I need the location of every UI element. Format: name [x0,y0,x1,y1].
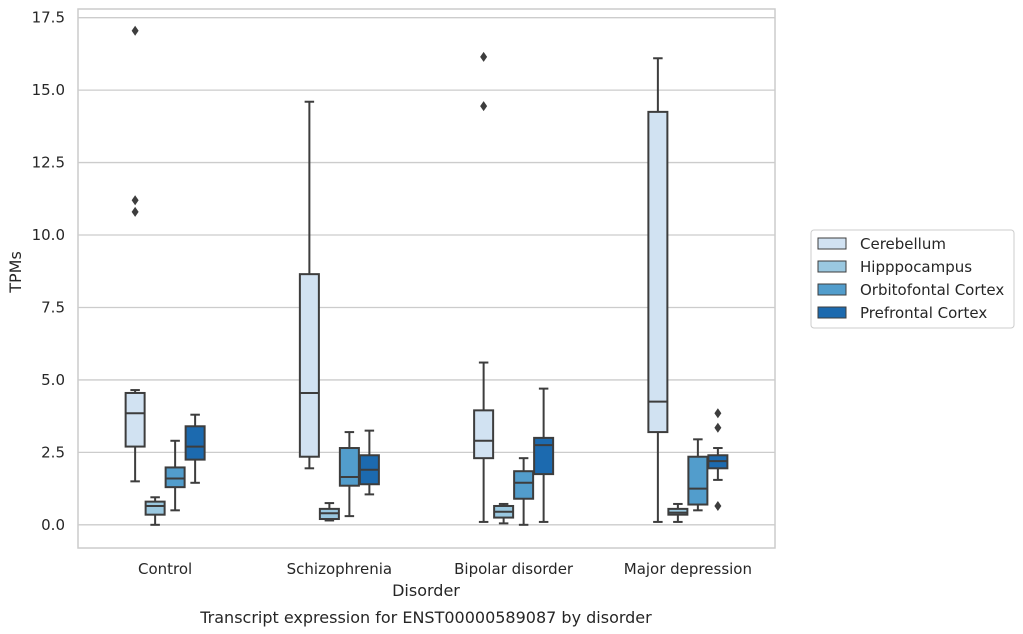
legend-label: Cerebellum [860,235,946,253]
x-tick-label: Major depression [624,560,752,578]
box-hipppocampus [667,502,689,523]
box-orbitofontal-cortex [687,438,709,512]
box-cerebellum [473,51,495,523]
box-prefrontal-cortex [533,387,555,523]
box-plot-series [124,25,729,526]
legend-label: Hipppocampus [860,258,972,276]
legend-frame [810,229,1015,329]
y-axis-label: TPMs [6,251,25,294]
legend-swatch [817,237,847,250]
box-orbitofontal-cortex [164,439,186,512]
box-iqr [513,470,535,500]
box-iqr [164,466,186,489]
box-prefrontal-cortex [184,413,206,484]
x-axis-label: Disorder [392,581,460,600]
legend-label: Prefrontal Cortex [860,304,987,322]
outlier-point [480,101,488,112]
outlier-point [131,206,139,217]
outlier-point [714,408,722,419]
chart-caption: Transcript expression for ENST0000058908… [199,608,652,627]
y-tick-label: 12.5 [32,154,65,172]
y-tick-label: 2.5 [41,443,65,461]
outlier-point [131,195,139,206]
box-iqr [144,500,166,516]
outlier-point [714,422,722,433]
box-hipppocampus [144,496,166,526]
y-gridlines [78,17,775,526]
plot-frame [77,8,776,549]
box-hipppocampus [493,502,515,525]
box-iqr [184,425,206,461]
y-tick-label: 7.5 [41,298,65,316]
legend-swatch [817,306,847,319]
outlier-point [480,51,488,62]
x-tick-label: Control [138,560,192,578]
y-tick-label: 17.5 [32,9,65,27]
box-iqr [533,436,555,476]
y-tick-labels: 0.0 2.5 5.0 7.5 10.0 12.5 15.0 17.5 [32,9,65,534]
y-tick-label: 15.0 [32,81,65,99]
box-iqr [647,110,669,434]
box-cerebellum [124,25,146,483]
box-iqr [298,273,320,458]
x-tick-label: Schizophrenia [287,560,392,578]
box-cerebellum [298,100,320,470]
y-tick-label: 10.0 [32,226,65,244]
x-tick-label: Bipolar disorder [454,560,574,578]
y-tick-label: 5.0 [41,371,65,389]
box-orbitofontal-cortex [513,457,535,526]
y-tick-label: 0.0 [41,516,65,534]
box-iqr [124,391,146,448]
box-cerebellum [647,57,669,523]
x-tick-labels: Control Schizophrenia Bipolar disorder Majo… [138,560,752,578]
box-hipppocampus [318,502,340,522]
box-prefrontal-cortex [707,408,729,511]
legend-swatch [817,260,847,273]
legend-swatch [817,283,847,296]
box-iqr [473,409,495,460]
box-iqr [338,447,360,487]
outlier-point [714,500,722,511]
legend-label: Orbitofontal Cortex [860,281,1004,299]
box-iqr [687,455,709,506]
box-orbitofontal-cortex [338,431,360,518]
outlier-point [131,25,139,36]
legend: Cerebellum Hipppocampus Orbitofontal Corte… [810,229,1015,329]
box-prefrontal-cortex [358,429,380,496]
